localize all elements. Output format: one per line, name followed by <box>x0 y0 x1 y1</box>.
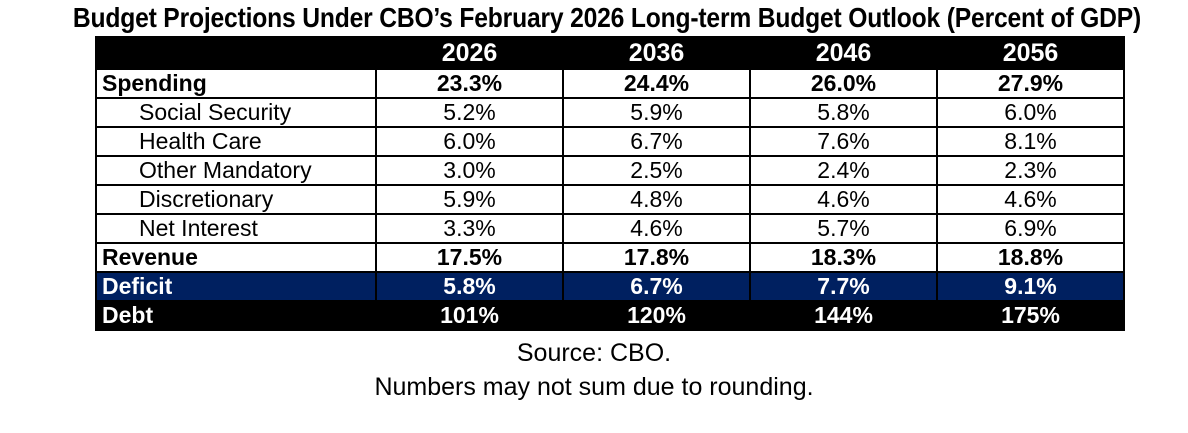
row-label: Revenue <box>95 242 377 273</box>
table-header: 2026 2036 2046 2056 <box>95 36 1125 70</box>
budget-table: 2026 2036 2046 2056 Spending 23.3% 24.4% 26.0%… <box>95 36 1125 331</box>
budget-projections-figure: Budget Projections Under CBO’s February … <box>0 0 1188 401</box>
value-cell: 26.0% <box>749 68 938 99</box>
row-label: Social Security <box>95 97 377 128</box>
value-cell: 144% <box>749 300 938 331</box>
table-row: Deficit 5.8% 6.7% 7.7% 9.1% <box>95 271 1125 302</box>
table-row: Other Mandatory 3.0% 2.5% 2.4% 2.3% <box>95 155 1125 186</box>
table-row: Spending 23.3% 24.4% 26.0% 27.9% <box>95 68 1125 99</box>
value-cell: 101% <box>375 300 564 331</box>
table-row: Debt 101% 120% 144% 175% <box>95 300 1125 331</box>
table-row: Revenue 17.5% 17.8% 18.3% 18.8% <box>95 242 1125 273</box>
value-cell: 7.7% <box>749 271 938 302</box>
value-cell: 2.3% <box>936 155 1125 186</box>
value-cell: 7.6% <box>749 126 938 157</box>
page-title: Budget Projections Under CBO’s February … <box>0 0 1188 36</box>
value-cell: 6.7% <box>562 271 751 302</box>
value-cell: 3.3% <box>375 213 564 244</box>
value-cell: 5.8% <box>375 271 564 302</box>
value-cell: 27.9% <box>936 68 1125 99</box>
value-cell: 8.1% <box>936 126 1125 157</box>
year-column-header: 2036 <box>562 36 751 70</box>
footnote-source: Source: CBO. <box>516 339 672 367</box>
value-cell: 120% <box>562 300 751 331</box>
table-row: Discretionary 5.9% 4.8% 4.6% 4.6% <box>95 184 1125 215</box>
table-body: Spending 23.3% 24.4% 26.0% 27.9% Social Secur… <box>95 68 1125 331</box>
table-row: Net Interest 3.3% 4.6% 5.7% 6.9% <box>95 213 1125 244</box>
value-cell: 5.9% <box>375 184 564 215</box>
value-cell: 4.6% <box>936 184 1125 215</box>
value-cell: 175% <box>936 300 1125 331</box>
value-cell: 5.2% <box>375 97 564 128</box>
value-cell: 18.3% <box>749 242 938 273</box>
value-cell: 4.6% <box>562 213 751 244</box>
table-row: Social Security 5.2% 5.9% 5.8% 6.0% <box>95 97 1125 128</box>
row-label: Net Interest <box>95 213 377 244</box>
year-column-header: 2056 <box>936 36 1125 70</box>
value-cell: 5.8% <box>749 97 938 128</box>
row-label: Other Mandatory <box>95 155 377 186</box>
header-empty-cell <box>95 36 377 70</box>
value-cell: 5.7% <box>749 213 938 244</box>
table-row: Health Care 6.0% 6.7% 7.6% 8.1% <box>95 126 1125 157</box>
value-cell: 6.9% <box>936 213 1125 244</box>
value-cell: 6.7% <box>562 126 751 157</box>
value-cell: 18.8% <box>936 242 1125 273</box>
value-cell: 2.5% <box>562 155 751 186</box>
value-cell: 6.0% <box>936 97 1125 128</box>
value-cell: 4.8% <box>562 184 751 215</box>
table-header-row: 2026 2036 2046 2056 <box>95 36 1125 70</box>
value-cell: 9.1% <box>936 271 1125 302</box>
value-cell: 24.4% <box>562 68 751 99</box>
value-cell: 6.0% <box>375 126 564 157</box>
value-cell: 4.6% <box>749 184 938 215</box>
footnote-rounding: Numbers may not sum due to rounding. <box>374 373 814 401</box>
value-cell: 2.4% <box>749 155 938 186</box>
page-title-text: Budget Projections Under CBO’s February … <box>72 2 1142 33</box>
value-cell: 23.3% <box>375 68 564 99</box>
value-cell: 3.0% <box>375 155 564 186</box>
row-label: Discretionary <box>95 184 377 215</box>
row-label: Spending <box>95 68 377 99</box>
value-cell: 5.9% <box>562 97 751 128</box>
year-column-header: 2026 <box>375 36 564 70</box>
value-cell: 17.8% <box>562 242 751 273</box>
year-column-header: 2046 <box>749 36 938 70</box>
value-cell: 17.5% <box>375 242 564 273</box>
row-label: Debt <box>95 300 377 331</box>
row-label: Health Care <box>95 126 377 157</box>
row-label: Deficit <box>95 271 377 302</box>
